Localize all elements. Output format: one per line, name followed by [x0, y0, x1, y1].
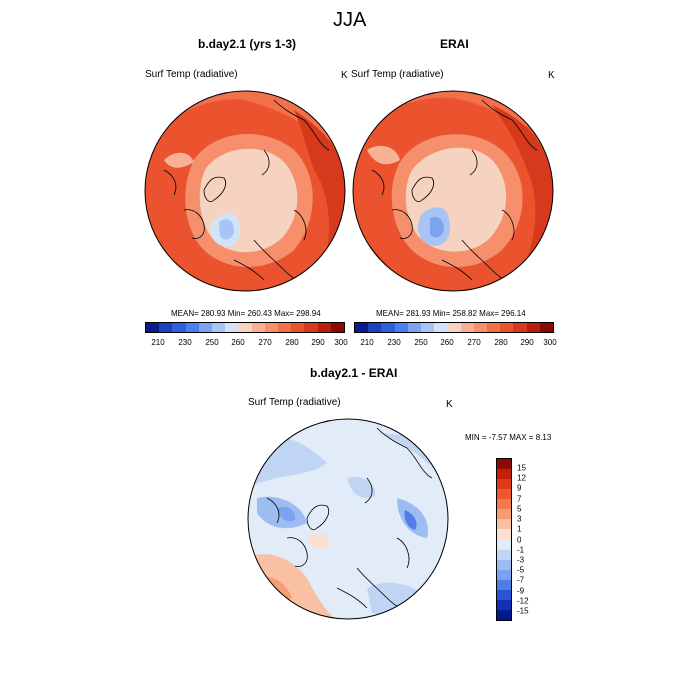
obs-colorbar [354, 322, 554, 333]
model-field-label: Surf Temp (radiative) [145, 69, 238, 80]
tick-label: 250 [414, 338, 428, 347]
obs-unit-label: K [548, 70, 555, 81]
tick-label: 15 [517, 463, 526, 473]
diff-stats: MIN = -7.57 MAX = 8.13 [465, 433, 552, 442]
tick-label: 300 [543, 338, 557, 347]
model-stats: MEAN= 280.93 Min= 260.43 Max= 298.94 [171, 309, 321, 318]
obs-stats: MEAN= 281.93 Min= 258.82 Max= 296.14 [376, 309, 526, 318]
tick-label: 1 [517, 524, 522, 534]
diff-panel-title: b.day2.1 - ERAI [310, 366, 398, 380]
obs-panel-title: ERAI [440, 37, 469, 51]
diff-polar-map [247, 418, 449, 620]
tick-label: 270 [258, 338, 272, 347]
diff-field-label: Surf Temp (radiative) [248, 397, 341, 408]
tick-label: 270 [467, 338, 481, 347]
diff-colorbar [496, 458, 512, 621]
model-panel-title: b.day2.1 (yrs 1-3) [198, 37, 297, 51]
tick-label: 260 [440, 338, 454, 347]
tick-label: -7 [517, 575, 525, 585]
diff-unit-label: K [446, 399, 453, 410]
obs-field-label: Surf Temp (radiative) [351, 69, 444, 80]
tick-label: 210 [360, 338, 374, 347]
tick-label: 260 [231, 338, 245, 347]
tick-label: 300 [334, 338, 348, 347]
obs-colorbar-ticks: 210 230 250 260 270 280 290 300 [354, 338, 557, 348]
model-unit-label: K [341, 70, 348, 81]
tick-label: 9 [517, 483, 522, 493]
tick-label: 12 [517, 473, 526, 483]
tick-label: -1 [517, 545, 525, 555]
tick-label: 7 [517, 494, 522, 504]
tick-label: -5 [517, 565, 525, 575]
obs-polar-map [352, 90, 554, 292]
model-polar-map [144, 90, 346, 292]
tick-label: 230 [387, 338, 401, 347]
tick-label: 250 [205, 338, 219, 347]
tick-label: 3 [517, 514, 522, 524]
model-colorbar [145, 322, 345, 333]
tick-label: -9 [517, 586, 525, 596]
tick-label: 280 [285, 338, 299, 347]
tick-label: -15 [517, 606, 529, 616]
tick-label: -12 [517, 596, 529, 606]
tick-label: 290 [520, 338, 534, 347]
tick-label: 210 [151, 338, 165, 347]
figure-title: JJA [333, 9, 367, 31]
tick-label: 280 [494, 338, 508, 347]
tick-label: 290 [311, 338, 325, 347]
tick-label: 0 [517, 535, 522, 545]
tick-label: 230 [178, 338, 192, 347]
model-colorbar-ticks: 210 230 250 260 270 280 290 300 [145, 338, 348, 348]
tick-label: 5 [517, 504, 522, 514]
tick-label: -3 [517, 555, 525, 565]
